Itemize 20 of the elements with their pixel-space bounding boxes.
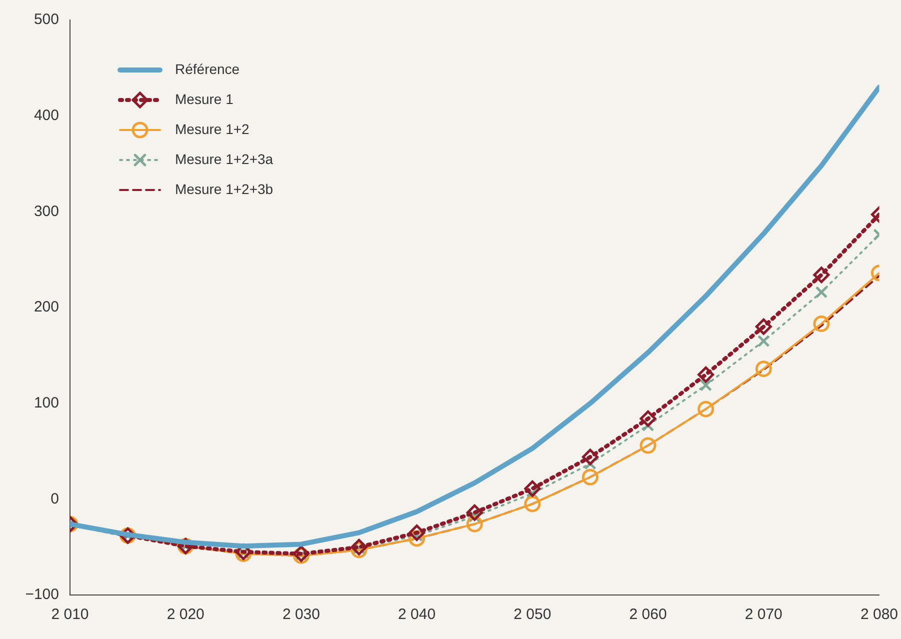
x-tick-label: 2 060 [629,606,667,624]
x-tick-label: 2 080 [860,606,898,624]
legend-label: Mesure 1+2+3a [175,150,274,167]
y-tick-label: 200 [34,298,59,316]
y-tick-label: 400 [34,106,59,124]
legend-label: Référence [175,60,240,77]
legend-label: Mesure 1 [175,90,234,107]
x-tick-label: 2 070 [744,606,782,624]
x-tick-label: 2 040 [398,606,436,624]
x-tick-label: 2 020 [166,606,204,624]
legend-label: Mesure 1+2+3b [175,180,274,197]
y-tick-label: 0 [50,490,59,508]
y-tick-label: −100 [25,586,59,604]
y-tick-label: 500 [34,11,59,28]
x-tick-label: 2 050 [514,606,552,624]
x-tick-label: 2 030 [282,606,320,624]
x-tick-label: 2 010 [51,606,89,624]
legend-label: Mesure 1+2 [175,120,250,137]
y-tick-label: 300 [34,202,59,220]
y-tick-label: 100 [34,394,59,412]
